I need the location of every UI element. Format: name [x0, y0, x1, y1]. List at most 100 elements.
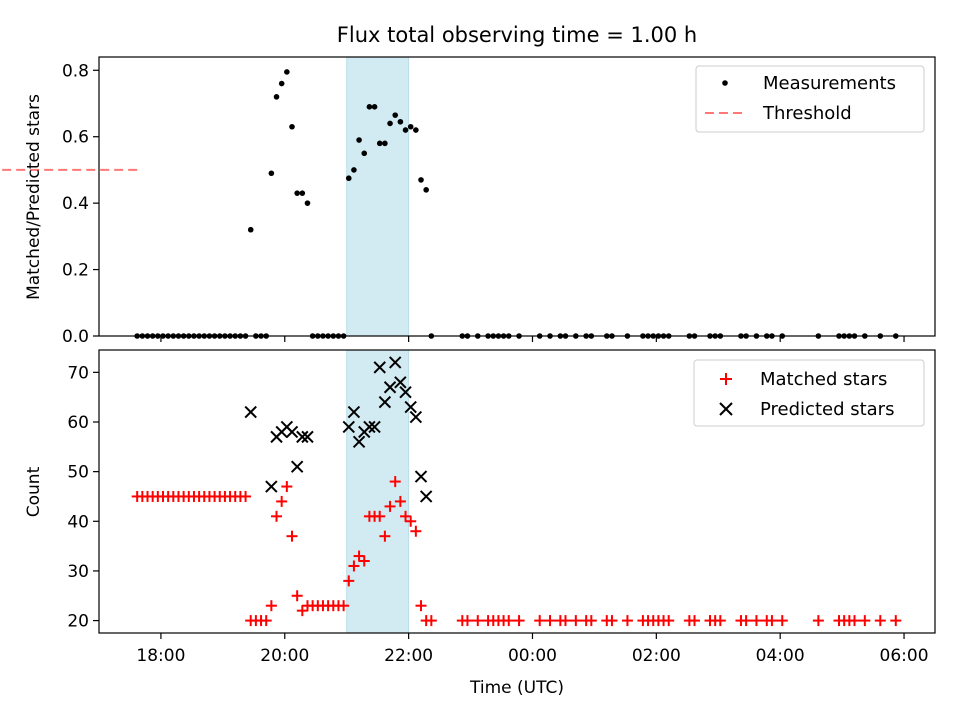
matched-star-point	[663, 615, 675, 627]
predicted-star-points	[244, 356, 433, 503]
measurement-point	[351, 167, 357, 173]
matched-star-point	[585, 615, 597, 627]
matched-star-point	[358, 555, 370, 567]
top-axes-frame	[98, 56, 936, 337]
matched-star-point	[776, 615, 788, 627]
legend-matched-label: Matched stars	[760, 369, 887, 390]
bottom-x-ticks: 18:00 20:00 22:00 00:00 02:00 04:00 06:00	[136, 633, 929, 666]
legend-threshold-label: Threshold	[762, 103, 852, 124]
measurement-point	[392, 112, 399, 118]
predicted-star-point	[363, 420, 376, 434]
matched-star-point	[472, 615, 484, 627]
bottom-ytick-label: 40	[67, 512, 89, 532]
matched-star-point	[286, 530, 298, 542]
matched-star-point	[338, 600, 350, 612]
xtick-label: 20:00	[260, 646, 309, 666]
matched-star-point	[410, 525, 422, 537]
xtick-label: 02:00	[632, 646, 681, 666]
measurement-point	[418, 177, 424, 183]
xtick-label: 18:00	[136, 646, 185, 666]
measurement-point	[289, 123, 295, 130]
matched-star-point	[812, 615, 824, 627]
matched-star-point	[513, 615, 525, 627]
predicted-star-point	[347, 405, 361, 419]
bottom-ytick-label: 50	[67, 463, 89, 483]
top-ytick-label: 0.2	[62, 261, 89, 281]
bottom-ytick-label: 30	[67, 562, 89, 582]
matched-star-points	[131, 476, 902, 627]
bottom-ytick-label: 70	[67, 363, 89, 383]
measurement-point	[382, 140, 388, 147]
matched-star-point	[384, 500, 396, 512]
matched-star-point	[621, 615, 633, 627]
predicted-star-point	[419, 490, 433, 503]
matched-star-point	[750, 615, 762, 627]
predicted-star-point	[383, 381, 397, 394]
matched-star-point	[859, 615, 871, 627]
measurement-point	[423, 187, 429, 193]
predicted-star-point	[285, 425, 299, 439]
matched-star-point	[281, 481, 293, 493]
bottom-y-axis-label: Count	[24, 466, 44, 517]
matched-star-point	[296, 605, 308, 617]
measurement-point	[413, 127, 419, 133]
bottom-shaded-interval	[346, 349, 410, 634]
measurement-point	[284, 69, 290, 75]
matched-star-point	[374, 510, 386, 522]
predicted-star-point	[399, 385, 412, 399]
top-shaded-interval	[346, 56, 410, 337]
xtick-label: 06:00	[880, 646, 929, 666]
predicted-star-point	[244, 405, 257, 419]
predicted-star-point	[394, 376, 407, 389]
measurement-point	[376, 140, 383, 147]
measurement-point	[371, 104, 378, 110]
matched-star-point	[714, 615, 726, 627]
top-x-ticks	[160, 336, 905, 342]
predicted-star-point	[352, 435, 366, 449]
xtick-label: 22:00	[384, 646, 433, 666]
predicted-star-point	[265, 480, 278, 493]
matched-star-point	[379, 530, 391, 542]
matched-star-point	[405, 515, 417, 527]
matched-star-point	[394, 495, 406, 507]
predicted-star-point	[414, 470, 428, 483]
measurement-point	[299, 190, 306, 196]
legend-measurements-label: Measurements	[763, 73, 896, 94]
bottom-y-ticks: 20 30 40 50 60 70	[67, 363, 99, 632]
matched-star-point	[874, 615, 886, 627]
top-ytick-label: 0.8	[62, 61, 89, 81]
matched-star-point	[544, 615, 556, 627]
matched-star-point	[240, 490, 252, 502]
top-ytick-label: 0.0	[62, 327, 89, 347]
measurement-point	[268, 170, 275, 177]
matched-star-point	[291, 590, 303, 602]
x-axis-label: Time (UTC)	[469, 678, 564, 698]
matched-star-point	[389, 476, 401, 488]
predicted-star-point	[409, 410, 423, 424]
matched-star-point	[534, 615, 546, 627]
bottom-ytick-label: 60	[67, 413, 89, 433]
matched-star-point	[766, 615, 778, 627]
matched-star-point	[415, 600, 427, 612]
measurement-point	[407, 123, 414, 130]
legend-measurements-marker	[722, 80, 728, 86]
matched-star-point	[265, 600, 277, 612]
chart-title: Flux total observing time = 1.00 h	[337, 23, 697, 47]
measurement-point	[356, 137, 362, 143]
matched-star-point	[271, 510, 283, 522]
matched-star-point	[260, 615, 272, 627]
matched-star-point	[606, 615, 618, 627]
matched-star-point	[848, 615, 860, 627]
top-ytick-label: 0.4	[62, 194, 89, 214]
measurement-point	[278, 80, 285, 87]
top-ytick-label: 0.6	[62, 128, 89, 148]
measurement-point	[402, 127, 409, 133]
top-panel: 0.00.20.40.60.8 Matched/Predicted stars …	[0, 56, 936, 347]
measurement-point	[304, 200, 311, 206]
bottom-axes-frame	[98, 349, 936, 634]
top-legend-box	[695, 65, 925, 133]
measurement-point	[397, 118, 404, 125]
measurement-point	[345, 175, 352, 182]
top-y-ticks: 0.0 0.2 0.4 0.6 0.8	[62, 61, 99, 347]
matched-star-point	[560, 615, 572, 627]
